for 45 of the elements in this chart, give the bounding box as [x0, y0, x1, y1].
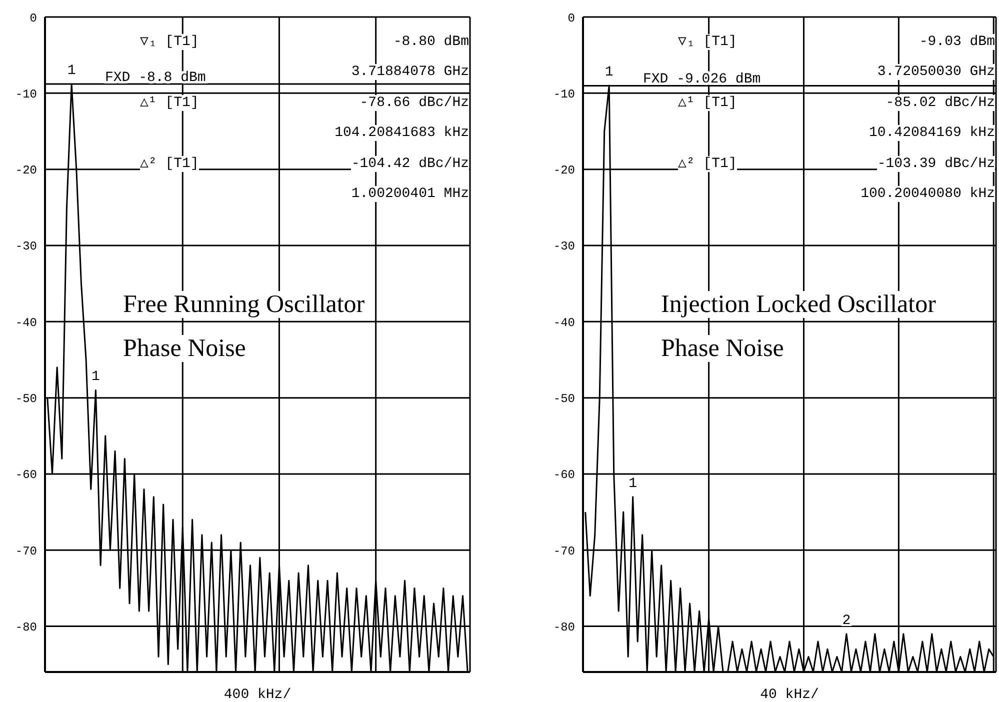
y-tick-label: -20 [553, 164, 575, 178]
annotation: ▽₁ [T1] [678, 34, 737, 50]
y-tick-label: -10 [15, 87, 37, 102]
annotation: 2 [842, 612, 851, 629]
chart-title: Injection Locked Oscillator Phase Noise [661, 291, 936, 362]
y-tick-label: -40 [15, 316, 37, 330]
annotation: △² [T1] [678, 156, 737, 172]
chart-title: Free Running Oscillator Phase Noise [123, 291, 365, 362]
annotation: 1 [604, 64, 614, 81]
x-axis-title: 40 kHz/ [760, 687, 819, 702]
annotation: -104.42 dBc/Hz [351, 156, 469, 172]
annotation: 3.72050030 GHz [877, 64, 995, 80]
y-tick-label: -70 [15, 544, 37, 558]
y-tick-label: -10 [553, 87, 575, 102]
annotation: 1 [67, 63, 76, 80]
x-axis-title: 400 kHz/ [224, 687, 292, 702]
annotation: △² [T1] [140, 156, 199, 172]
y-tick-label: 0 [30, 11, 37, 26]
y-tick-label: -50 [553, 392, 575, 406]
y-tick-label: 0 [568, 11, 575, 26]
y-tick-label: -60 [553, 468, 575, 482]
y-tick-label: -80 [553, 620, 575, 635]
annotation: △¹ [T1] [678, 95, 737, 111]
y-tick-label: -60 [15, 468, 37, 482]
annotation: -9.03 dBm [919, 34, 995, 50]
annotation: 1 [628, 476, 638, 492]
annotation: 100.20040080 kHz [860, 186, 995, 202]
annotation: -85.02 dBc/Hz [886, 95, 995, 111]
annotation: ▽₁ [T1] [140, 34, 199, 50]
annotation: -103.39 dBc/Hz [877, 156, 995, 172]
annotation: 1.00200401 MHz [351, 186, 469, 202]
annotation: 104.20841683 kHz [334, 125, 469, 141]
y-tick-label: -50 [15, 392, 37, 406]
annotation: -8.80 dBm [393, 34, 469, 50]
y-tick-label: -30 [553, 240, 575, 254]
annotation: 3.71884078 GHz [351, 64, 469, 80]
y-tick-label: -20 [15, 164, 37, 178]
y-tick-label: -40 [553, 316, 575, 330]
annotation: 10.42084169 kHz [868, 125, 995, 141]
annotation: 1 [92, 369, 100, 386]
annotation: -78.66 dBc/Hz [360, 95, 469, 111]
y-tick-label: -80 [15, 620, 37, 635]
y-tick-label: -70 [553, 544, 575, 558]
y-tick-label: -30 [15, 240, 37, 254]
annotation: △¹ [T1] [140, 95, 199, 111]
